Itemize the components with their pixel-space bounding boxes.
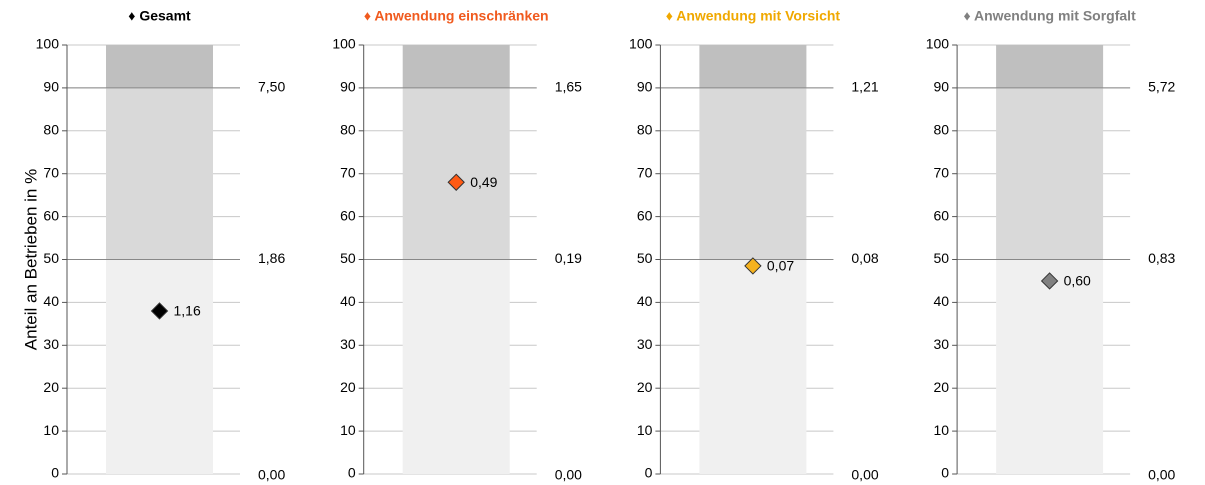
y-tick-label: 30 — [43, 336, 59, 352]
bar-segment — [106, 87, 213, 260]
y-tick-label: 100 — [36, 36, 60, 52]
y-tick-label: 90 — [340, 79, 356, 95]
y-tick-label: 40 — [637, 293, 653, 309]
threshold-label: 1,21 — [851, 79, 878, 95]
point-marker — [447, 173, 465, 191]
threshold-label: 5,72 — [1148, 79, 1175, 95]
y-tick-label: 70 — [43, 164, 59, 180]
y-tick-label: 10 — [934, 422, 950, 438]
y-tick-label: 20 — [340, 379, 356, 395]
y-tick-label: 0 — [645, 465, 653, 481]
y-tick-label: 50 — [934, 250, 950, 266]
y-tick-label: 60 — [340, 207, 356, 223]
bar-segment — [996, 259, 1104, 474]
threshold-label: 0,00 — [555, 467, 582, 483]
y-tick-label: 20 — [934, 379, 950, 395]
y-tick-label: 0 — [941, 465, 949, 481]
bar-segment — [402, 259, 510, 474]
y-tick-label: 30 — [637, 336, 653, 352]
bar-segment — [996, 45, 1104, 88]
point-label: 0,60 — [1064, 273, 1091, 289]
y-tick-label: 80 — [340, 122, 356, 138]
y-tick-label: 80 — [934, 122, 950, 138]
y-tick-label: 80 — [637, 122, 653, 138]
y-tick-label: 0 — [348, 465, 356, 481]
threshold-label: 0,00 — [851, 467, 878, 483]
bar-segment — [699, 45, 807, 88]
y-tick-label: 30 — [934, 336, 950, 352]
point-label: 0,07 — [767, 258, 794, 274]
threshold-label: 7,50 — [258, 79, 285, 95]
y-tick-label: 100 — [629, 36, 653, 52]
threshold-label: 0,19 — [555, 250, 582, 266]
y-tick-label: 70 — [637, 164, 653, 180]
y-tick-label: 10 — [637, 422, 653, 438]
threshold-label: 0,08 — [851, 250, 878, 266]
y-tick-label: 90 — [637, 79, 653, 95]
y-tick-label: 20 — [43, 379, 59, 395]
y-tick-label: 30 — [340, 336, 356, 352]
y-tick-label: 80 — [43, 122, 59, 138]
threshold-label: 1,65 — [555, 79, 582, 95]
panel-title: ♦ Anwendung einschränken — [364, 8, 549, 24]
bar-segment — [402, 45, 510, 88]
point-marker — [744, 257, 762, 275]
y-tick-label: 60 — [637, 207, 653, 223]
y-tick-label: 40 — [934, 293, 950, 309]
panel-title: ♦ Gesamt — [128, 8, 191, 24]
bar-segment — [106, 259, 213, 474]
y-tick-label: 50 — [340, 250, 356, 266]
y-tick-label: 20 — [637, 379, 653, 395]
y-tick-label: 100 — [332, 36, 356, 52]
panel-title: ♦ Anwendung mit Vorsicht — [666, 8, 841, 24]
panel-title: ♦ Anwendung mit Sorgfalt — [963, 8, 1136, 24]
bar-segment — [106, 45, 213, 88]
y-tick-label: 50 — [637, 250, 653, 266]
threshold-label: 0,83 — [1148, 250, 1175, 266]
y-tick-label: 100 — [926, 36, 950, 52]
y-tick-label: 10 — [340, 422, 356, 438]
y-tick-label: 90 — [934, 79, 950, 95]
y-axis-label: Anteil an Betrieben in % — [21, 169, 40, 350]
y-tick-label: 0 — [51, 465, 59, 481]
y-tick-label: 40 — [43, 293, 59, 309]
y-tick-label: 60 — [934, 207, 950, 223]
bar-segment — [699, 259, 807, 474]
bar-segment — [699, 87, 807, 260]
point-label: 0,49 — [470, 174, 497, 190]
y-tick-label: 90 — [43, 79, 59, 95]
y-tick-label: 60 — [43, 207, 59, 223]
y-tick-label: 70 — [934, 164, 950, 180]
y-tick-label: 50 — [43, 250, 59, 266]
y-tick-label: 40 — [340, 293, 356, 309]
bar-segment — [996, 87, 1104, 260]
point-marker — [150, 302, 169, 320]
threshold-label: 1,86 — [258, 250, 285, 266]
threshold-label: 0,00 — [258, 467, 285, 483]
y-tick-label: 70 — [340, 164, 356, 180]
point-marker — [1040, 272, 1059, 290]
point-label: 1,16 — [174, 303, 201, 319]
threshold-label: 0,00 — [1148, 467, 1175, 483]
y-tick-label: 10 — [43, 422, 59, 438]
